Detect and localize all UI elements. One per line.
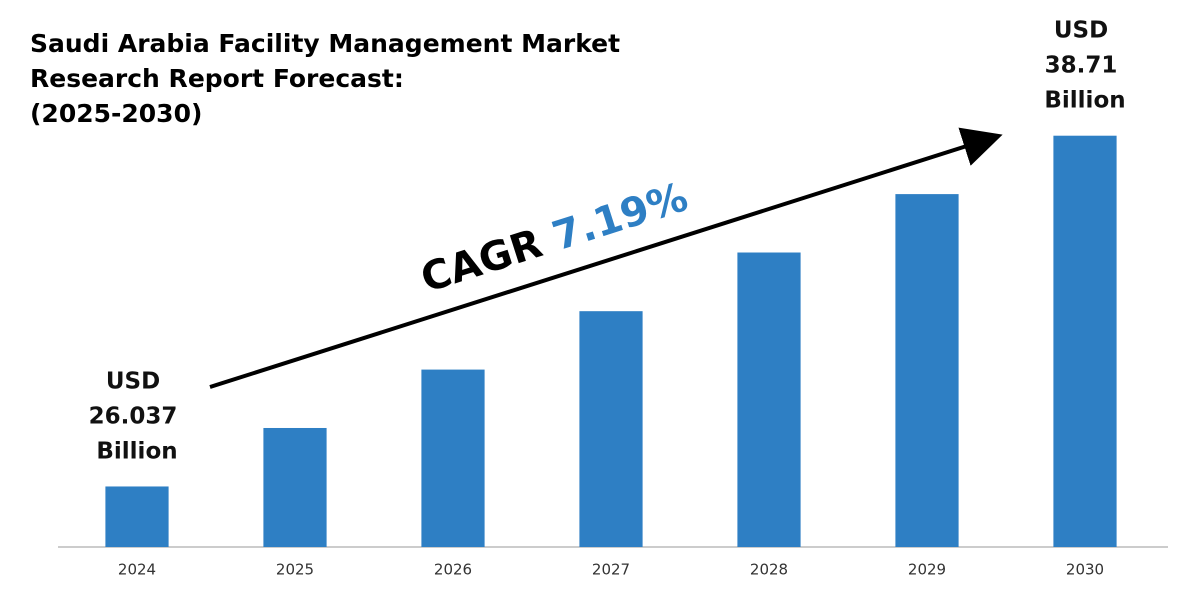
annotation: CAGR — [416, 221, 548, 303]
data-label: USD 26.037 Billion — [89, 368, 186, 464]
bar — [105, 486, 169, 547]
chart-title: Research Report Forecast: — [30, 64, 404, 93]
bar — [895, 194, 959, 547]
bar — [263, 427, 327, 547]
x-tick-label: 2026 — [434, 561, 472, 579]
x-tick-label: 2027 — [592, 561, 630, 579]
chart-title: Saudi Arabia Facility Management Market — [30, 29, 620, 58]
bar — [421, 369, 485, 547]
chart-title: (2025-2030) — [30, 99, 202, 128]
bar — [579, 311, 643, 547]
data-label: USD 38.71 Billion — [1044, 17, 1125, 113]
annotation: 7.19% — [547, 174, 693, 260]
x-tick-label: 2029 — [908, 561, 946, 579]
x-tick-label: 2024 — [118, 561, 156, 579]
bar — [737, 252, 801, 547]
bar — [1053, 135, 1117, 547]
cagr-annotation: CAGR7.19% — [416, 174, 694, 302]
x-tick-label: 2025 — [276, 561, 314, 579]
x-tick-label: 2028 — [750, 561, 788, 579]
trend-arrow — [209, 127, 1003, 389]
cagr-text: CAGR7.19% — [416, 174, 694, 302]
x-tick-label: 2030 — [1066, 561, 1104, 579]
